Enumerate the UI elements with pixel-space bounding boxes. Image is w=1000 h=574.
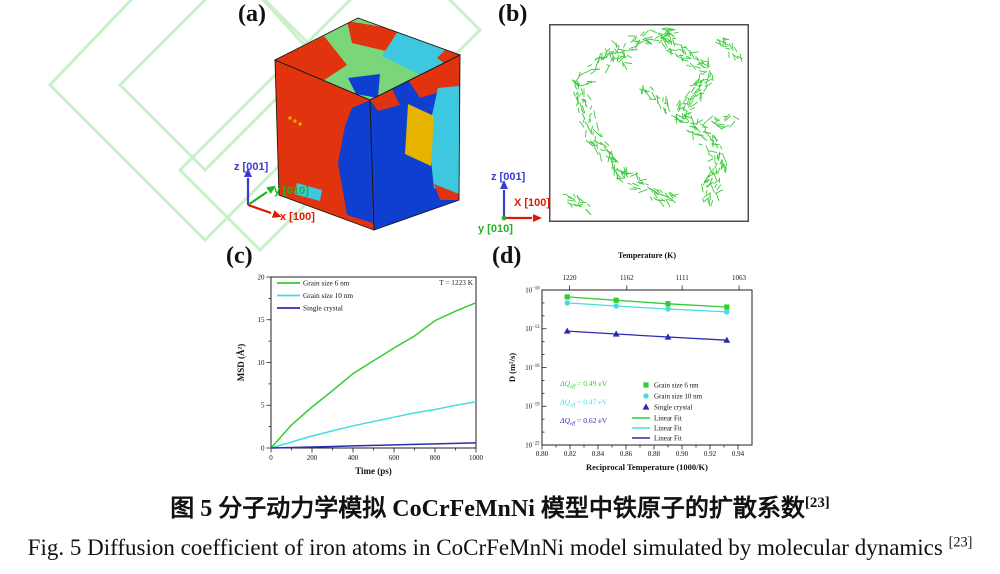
svg-text:0.88: 0.88 [648,450,661,458]
svg-text:1000: 1000 [469,454,484,462]
caption-english-ref: [23] [948,534,973,551]
panel-a-label: (a) [238,1,266,27]
msd-chart: 0 200 400 600 800 1000 0 5 10 15 20 Grain size 6 nm… [236,273,484,476]
triad-a-y-label: y [010] [274,185,309,197]
svg-text:10−19: 10−19 [525,403,540,411]
caption-english-text: Fig. 5 Diffusion coefficient of iron ato… [27,535,949,560]
dislocation-box [549,24,749,222]
svg-text:1111: 1111 [676,274,690,282]
svg-text:ΔQeff = 0.62 eV: ΔQeff = 0.62 eV [559,416,608,427]
panel-d-label: (d) [492,243,522,269]
svg-text:Grain size 6 nm: Grain size 6 nm [654,382,699,390]
cube-right-face [370,55,460,230]
c-xlabel: Time (ps) [355,466,392,476]
svg-text:Single crystal: Single crystal [654,404,692,412]
svg-text:1162: 1162 [620,274,634,282]
arrhenius-chart: 1220 1162 1111 1063 0.80 0.82 0.84 0.86 0.88 0.90… [507,251,753,472]
axes-triad-b: z [001] X [100] y [010] [478,171,550,235]
svg-text:10−10: 10−10 [525,286,540,294]
d-ylabel: D (m²/s) [507,353,517,382]
svg-text:10: 10 [258,359,266,367]
cube-left-face [275,60,374,230]
triad-b-x-label: X [100] [514,197,550,209]
svg-text:20: 20 [258,273,266,281]
caption-chinese: 图 5 分子动力学模拟 CoCrFeMnNi 模型中铁原子的扩散系数[23] [0,494,1000,525]
svg-text:10−13: 10−13 [525,325,540,333]
d-series [563,294,731,343]
svg-text:Single crystal: Single crystal [303,304,343,313]
svg-text:10−16: 10−16 [525,364,540,372]
svg-text:Linear Fit: Linear Fit [654,435,682,443]
c-axes: 0 200 400 600 800 1000 0 5 10 15 20 [258,273,484,462]
triad-a-x-label: x [100] [280,211,315,223]
watermark-diamond-1 [47,0,353,243]
caption-chinese-text: 图 5 分子动力学模拟 CoCrFeMnNi 模型中铁原子的扩散系数 [170,496,805,522]
svg-text:ΔQeff = 0.49 eV: ΔQeff = 0.49 eV [559,379,608,390]
triad-a-z-label: z [001] [234,161,269,173]
svg-text:1063: 1063 [732,274,747,282]
caption-english: Fig. 5 Diffusion coefficient of iron ato… [0,534,1000,562]
watermark-diamond-2 [117,0,323,173]
svg-text:Grain size 10 nm: Grain size 10 nm [303,291,353,300]
axes-triad-a: z [001] y [010] x [100] [234,161,315,223]
d-top-axis-label: Temperature (K) [618,251,676,260]
svg-text:1220: 1220 [563,274,578,282]
dislocation-segments [562,27,743,216]
svg-text:400: 400 [348,454,359,462]
svg-text:Linear Fit: Linear Fit [654,415,682,423]
panel-c-label: (c) [226,243,253,269]
c-ylabel: MSD (Å²) [236,344,246,381]
svg-text:0.94: 0.94 [732,450,745,458]
svg-text:0: 0 [269,454,273,462]
caption-chinese-ref: [23] [804,495,830,511]
c-annotation: T = 1223 K [439,278,474,287]
d-xlabel: Reciprocal Temperature (1000/K) [586,462,708,472]
svg-text:Grain size 10 nm: Grain size 10 nm [654,393,703,401]
polycrystal-cube [273,17,462,231]
svg-text:0.92: 0.92 [704,450,717,458]
svg-text:Linear Fit: Linear Fit [654,425,682,433]
svg-text:0.86: 0.86 [620,450,633,458]
svg-text:Grain size 6 nm: Grain size 6 nm [303,279,350,288]
d-activation-annotations: ΔQeff = 0.49 eV ΔQeff = 0.47 eV ΔQeff = 0.… [559,379,608,427]
svg-text:15: 15 [258,316,266,324]
svg-text:5: 5 [261,402,265,410]
d-legend: Grain size 6 nm Grain size 10 nm Single cr… [632,382,703,443]
c-series-lines [270,302,477,449]
svg-text:800: 800 [430,454,441,462]
svg-text:0.82: 0.82 [564,450,577,458]
svg-text:0.80: 0.80 [536,450,549,458]
svg-text:0.84: 0.84 [592,450,605,458]
svg-text:0: 0 [261,444,265,452]
svg-text:600: 600 [389,454,400,462]
c-legend: Grain size 6 nm Grain size 10 nm Single cr… [277,279,353,313]
svg-text:10−22: 10−22 [525,441,540,449]
d-axes: 1220 1162 1111 1063 0.80 0.82 0.84 0.86 0.88 0.90… [525,274,746,458]
triad-b-z-label: z [001] [491,171,526,183]
svg-text:200: 200 [307,454,318,462]
svg-text:ΔQeff = 0.47 eV: ΔQeff = 0.47 eV [559,398,608,409]
watermark-diamond-3 [177,0,483,253]
cube-edges [273,17,462,231]
panel-b-label: (b) [498,1,528,27]
svg-text:0.90: 0.90 [676,450,689,458]
triad-b-y-label: y [010] [478,223,513,235]
